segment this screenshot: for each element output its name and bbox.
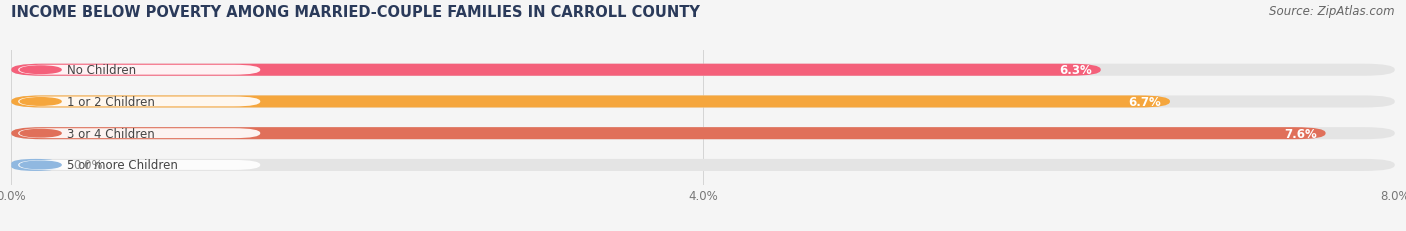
Text: 3 or 4 Children: 3 or 4 Children (66, 127, 155, 140)
FancyBboxPatch shape (11, 159, 59, 171)
Text: 1 or 2 Children: 1 or 2 Children (66, 96, 155, 109)
Text: 6.7%: 6.7% (1129, 96, 1161, 109)
FancyBboxPatch shape (11, 64, 1101, 76)
Text: 5 or more Children: 5 or more Children (66, 159, 177, 172)
Circle shape (20, 161, 60, 169)
Text: 6.3%: 6.3% (1059, 64, 1092, 77)
Circle shape (20, 98, 60, 106)
Text: INCOME BELOW POVERTY AMONG MARRIED-COUPLE FAMILIES IN CARROLL COUNTY: INCOME BELOW POVERTY AMONG MARRIED-COUPL… (11, 5, 700, 20)
FancyBboxPatch shape (18, 129, 260, 139)
FancyBboxPatch shape (11, 128, 1395, 140)
FancyBboxPatch shape (11, 96, 1170, 108)
Circle shape (20, 130, 60, 137)
FancyBboxPatch shape (11, 96, 1395, 108)
Text: 0.0%: 0.0% (73, 159, 103, 172)
Text: Source: ZipAtlas.com: Source: ZipAtlas.com (1270, 5, 1395, 18)
Circle shape (20, 67, 60, 74)
FancyBboxPatch shape (18, 160, 260, 170)
FancyBboxPatch shape (11, 64, 1395, 76)
FancyBboxPatch shape (18, 65, 260, 75)
Text: No Children: No Children (66, 64, 136, 77)
FancyBboxPatch shape (11, 128, 1326, 140)
Text: 7.6%: 7.6% (1284, 127, 1317, 140)
FancyBboxPatch shape (18, 97, 260, 107)
FancyBboxPatch shape (11, 159, 1395, 171)
